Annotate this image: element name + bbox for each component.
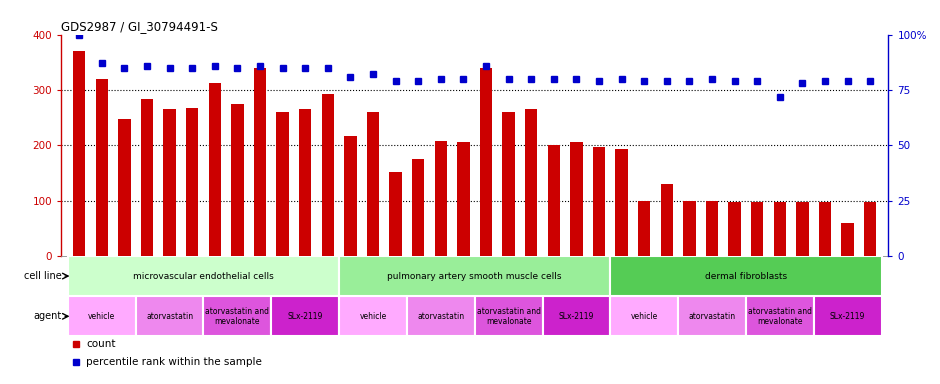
Bar [525,109,538,256]
Text: SLx-2119: SLx-2119 [558,312,594,321]
Text: percentile rank within the sample: percentile rank within the sample [86,357,262,367]
Bar [231,104,243,256]
Bar [96,79,108,256]
Bar [819,202,831,256]
Bar [571,142,583,256]
Text: SLx-2119: SLx-2119 [830,312,866,321]
Bar [548,145,560,256]
Bar [164,109,176,256]
Bar [751,202,763,256]
Bar [73,51,86,256]
Bar [272,296,339,336]
Text: atorvastatin: atorvastatin [146,312,193,321]
Bar [118,119,131,256]
Bar [299,109,311,256]
Bar [814,296,882,336]
Bar [407,296,475,336]
Bar [678,296,746,336]
Bar [542,296,610,336]
Bar [254,68,266,256]
Text: atorvastatin: atorvastatin [417,312,464,321]
Bar [141,99,153,256]
Text: pulmonary artery smooth muscle cells: pulmonary artery smooth muscle cells [387,271,562,281]
Bar [389,172,401,256]
Text: SLx-2119: SLx-2119 [288,312,322,321]
Text: vehicle: vehicle [631,312,658,321]
Bar [367,112,379,256]
Text: count: count [86,339,116,349]
Bar [593,147,605,256]
Bar [203,296,272,336]
Bar [434,141,447,256]
Text: atorvastatin: atorvastatin [688,312,736,321]
Bar [610,256,882,296]
Text: atorvastatin and
mevalonate: atorvastatin and mevalonate [477,306,540,326]
Bar [412,159,425,256]
Bar [68,256,339,296]
Bar [457,142,470,256]
Bar [610,296,678,336]
Bar [661,184,673,256]
Bar [339,296,407,336]
Bar [796,202,808,256]
Bar [68,296,135,336]
Bar [475,296,542,336]
Text: GDS2987 / GI_30794491-S: GDS2987 / GI_30794491-S [61,20,218,33]
Bar [186,108,198,256]
Bar [135,296,203,336]
Text: agent: agent [33,311,61,321]
Text: atorvastatin and
mevalonate: atorvastatin and mevalonate [205,306,270,326]
Bar [479,68,493,256]
Text: cell line: cell line [24,271,61,281]
Bar [321,94,334,256]
Bar [841,223,854,256]
Bar [683,200,696,256]
Bar [774,202,786,256]
Text: vehicle: vehicle [88,312,116,321]
Bar [746,296,814,336]
Text: microvascular endothelial cells: microvascular endothelial cells [133,271,274,281]
Bar [339,256,610,296]
Bar [864,202,876,256]
Bar [706,200,718,256]
Text: atorvastatin and
mevalonate: atorvastatin and mevalonate [748,306,812,326]
Bar [616,149,628,256]
Bar [344,136,356,256]
Bar [638,200,650,256]
Text: vehicle: vehicle [359,312,386,321]
Bar [209,83,221,256]
Bar [502,112,515,256]
Bar [276,112,289,256]
Text: dermal fibroblasts: dermal fibroblasts [705,271,787,281]
Bar [728,202,741,256]
